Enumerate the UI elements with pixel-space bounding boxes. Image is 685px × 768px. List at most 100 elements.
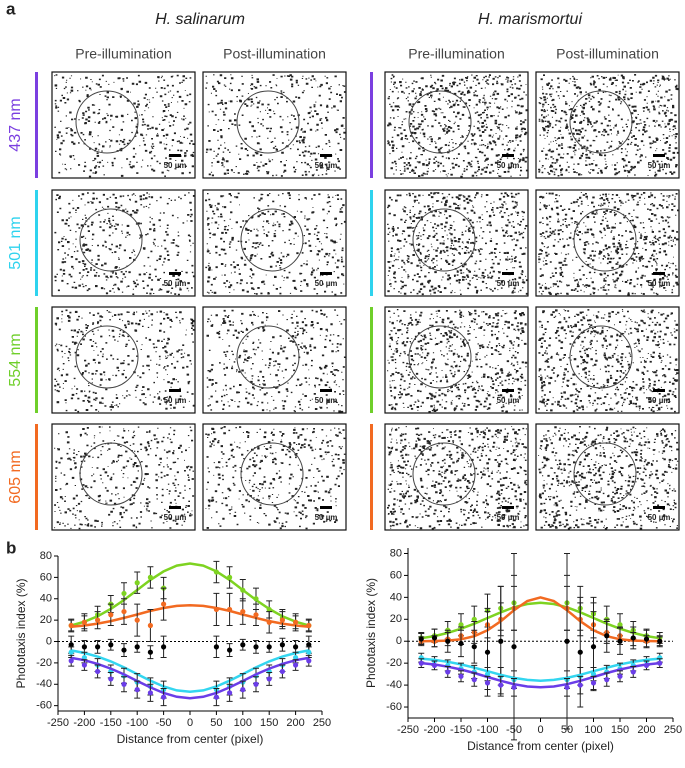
- cells: [54, 426, 195, 530]
- fit-curve: [421, 601, 660, 640]
- scale-bar-label: 50 µm: [497, 279, 520, 288]
- data-point: [293, 662, 299, 668]
- x-tick-label: 200: [286, 717, 304, 729]
- illumination-spot: [240, 208, 304, 272]
- data-point: [266, 619, 272, 625]
- illumination-spot: [408, 90, 472, 154]
- y-tick-label: -60: [36, 700, 52, 712]
- data-point: [431, 662, 438, 668]
- cells: [538, 426, 679, 530]
- data-point: [81, 662, 87, 668]
- scale-bar-label: 50 µm: [648, 161, 671, 170]
- data-point: [306, 622, 312, 629]
- illumination-spot: [569, 325, 633, 389]
- data-point: [253, 681, 259, 687]
- data-point: [81, 644, 87, 650]
- data-point: [471, 644, 477, 650]
- data-point: [431, 635, 438, 641]
- x-axis-title: Distance from center (pixel): [117, 732, 264, 746]
- cells: [387, 309, 528, 413]
- data-point: [95, 617, 101, 623]
- data-point: [266, 676, 272, 682]
- data-point: [68, 622, 74, 629]
- scale-bar: [169, 272, 181, 275]
- data-point: [604, 633, 610, 639]
- cells: [205, 426, 346, 530]
- x-tick-label: -50: [156, 717, 172, 729]
- scale-bar-label: 50 µm: [648, 396, 671, 405]
- data-point: [471, 677, 477, 683]
- illumination-spot: [569, 90, 633, 154]
- fit-curve: [421, 661, 660, 689]
- y-tick-label: -20: [386, 657, 402, 669]
- y-tick-label: 80: [40, 550, 52, 562]
- y-tick-label: 40: [390, 591, 402, 603]
- x-tick-label: -100: [476, 724, 498, 736]
- data-point: [134, 644, 140, 650]
- data-point: [134, 580, 140, 586]
- data-point: [68, 658, 74, 664]
- illumination-spot: [408, 325, 472, 389]
- y-tick-label: 20: [40, 614, 52, 626]
- x-tick-label: -200: [423, 724, 445, 736]
- x-tick-label: -250: [47, 717, 69, 729]
- scale-bar-label: 50 µm: [164, 279, 187, 288]
- illumination-spot: [573, 208, 637, 272]
- x-tick-label: -250: [397, 724, 419, 736]
- data-point: [445, 669, 451, 675]
- y-tick-label: -40: [36, 678, 52, 690]
- data-point: [498, 682, 504, 688]
- data-point: [471, 616, 477, 622]
- data-point: [253, 612, 259, 618]
- x-tick-label: 250: [664, 724, 682, 736]
- scale-bar-label: 50 µm: [164, 161, 187, 170]
- y-tick-label: -40: [386, 679, 402, 691]
- data-point: [511, 644, 517, 650]
- data-point: [643, 662, 650, 668]
- row-bar: [370, 190, 373, 296]
- x-axis-title: Distance from center (pixel): [467, 739, 614, 753]
- data-point: [161, 644, 167, 650]
- micrograph: [202, 306, 347, 414]
- scale-bar: [653, 389, 665, 392]
- data-point: [213, 694, 219, 700]
- cells: [538, 74, 680, 177]
- fit-curve: [70, 649, 310, 694]
- y-tick-label: 60: [390, 569, 402, 581]
- row-label: 501 nm: [7, 216, 24, 269]
- data-point: [617, 638, 623, 644]
- cells: [206, 309, 346, 413]
- data-point: [227, 647, 233, 653]
- data-point: [511, 684, 517, 690]
- illumination-spot: [75, 325, 139, 389]
- data-point: [604, 677, 610, 683]
- data-point: [590, 680, 597, 686]
- x-tick-label: 100: [584, 724, 602, 736]
- data-point: [95, 668, 101, 675]
- data-point: [121, 647, 127, 653]
- data-point: [279, 642, 285, 648]
- data-point: [630, 669, 636, 675]
- illumination-spot: [79, 442, 143, 506]
- row-bar: [35, 307, 38, 413]
- scale-bar-label: 50 µm: [497, 513, 520, 522]
- micrograph: [535, 423, 680, 531]
- scale-bar-label: 50 µm: [315, 513, 338, 522]
- column-header: Post-illumination: [223, 46, 326, 62]
- cells: [387, 74, 529, 178]
- data-point: [458, 622, 464, 628]
- y-axis-title: Phototaxis index (%): [14, 578, 28, 688]
- cells: [538, 309, 679, 413]
- micrograph: [535, 189, 680, 297]
- data-point: [253, 596, 259, 602]
- data-point: [161, 694, 167, 700]
- y-tick-label: 60: [40, 571, 52, 583]
- y-tick-label: -60: [386, 701, 402, 713]
- data-point: [266, 606, 272, 613]
- data-point: [418, 636, 424, 642]
- species-title: H. salinarum: [155, 11, 245, 28]
- data-point: [108, 612, 114, 618]
- data-point: [121, 590, 127, 597]
- data-point: [68, 649, 74, 655]
